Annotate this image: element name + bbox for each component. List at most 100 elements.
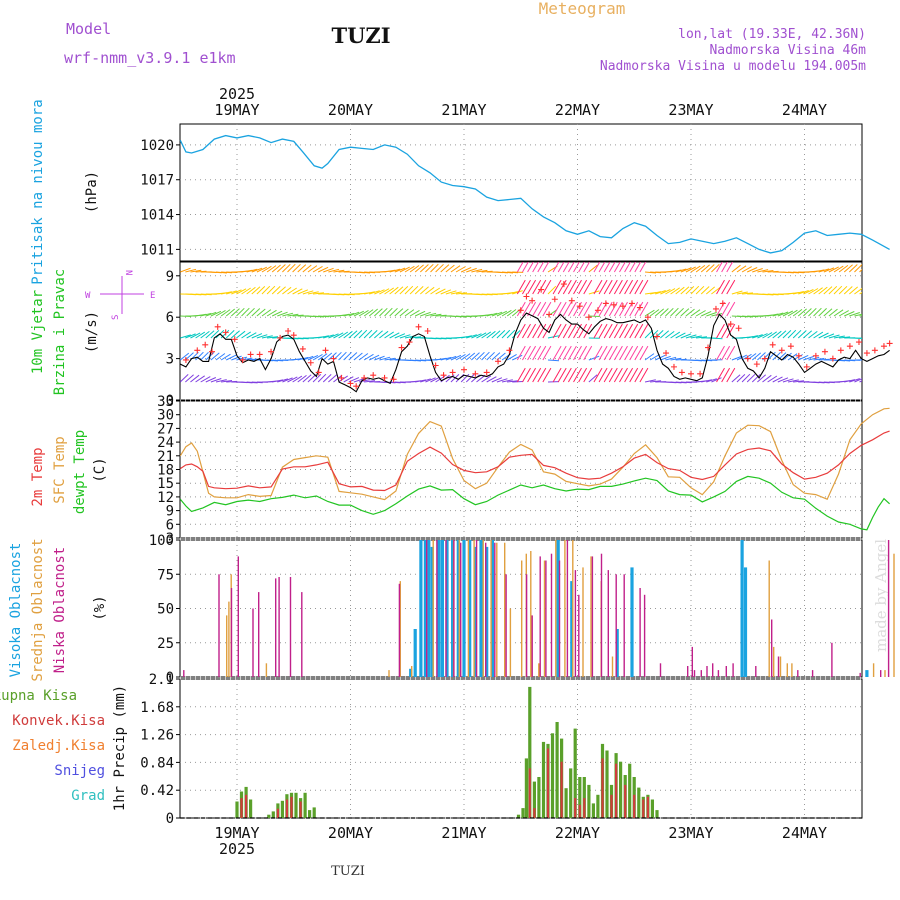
wind-barb [762,270,774,273]
wind-barb [578,279,588,295]
wind-gust-point [406,339,413,346]
wind-barb [818,286,828,295]
wind-barb [486,330,496,339]
precip-total-bar [550,733,555,818]
wind-barb [287,376,298,383]
wind-barb [266,285,276,295]
precip-conv-bar [615,763,618,818]
precip-conv-bar [642,799,645,818]
wind-barb [567,279,577,295]
wind-barb [562,323,572,339]
wind-barb [782,352,792,361]
wind-barb [287,263,296,273]
precip-total-bar [591,803,595,818]
wind-barb [828,334,840,339]
wind-gust-point [846,343,853,350]
wind-barb [271,264,281,273]
wind-barb [833,265,844,273]
wind-barb [317,266,329,273]
cloud-low-bar [475,540,478,677]
wind-compass: N W E S [85,270,155,320]
wind-barb [608,345,618,361]
cloud-low-bar [659,663,662,677]
cloud-high-bar [556,540,560,677]
cloud-low-bar [687,666,689,677]
wind-gust-point [424,328,431,334]
cloud-low-bar [525,574,528,678]
wind-barb [445,264,455,273]
wind-barb [231,289,242,295]
wind-barb [701,379,713,383]
ytick-label: 15 [157,476,174,492]
wind-barb [736,291,748,295]
wind-barb [741,266,752,273]
wind-barb [762,332,773,339]
cloud-low-bar [505,574,507,678]
wind-barb [808,288,819,295]
wind-barb [394,308,404,317]
wind-barb [711,263,720,273]
wind-barb [374,330,383,339]
wind-ylabel: 10m Vjetar [30,290,46,374]
precip-conv-bar [285,799,288,818]
wind-barb [338,331,349,339]
wind-barb [205,311,217,317]
wind-barb [271,310,283,317]
wind-barb [522,345,531,361]
wind-barb [593,345,603,361]
wind-barbs [180,262,896,384]
precip-total-bar [312,807,316,818]
wind-barb [650,291,662,295]
wind-barb [762,374,772,383]
cloud-low-bar [230,588,233,677]
wind-barb [782,330,792,339]
wind-barb [190,332,201,339]
wind-barb [716,345,725,361]
wind-barb [838,285,848,295]
wind-barb [552,345,562,361]
wind-barb [875,316,886,317]
cloud-mid-bar [779,656,782,677]
wind-barb [675,307,684,317]
wind-barb [537,367,547,383]
wind-barb [440,289,452,295]
wind-barb [312,353,323,361]
wind-barb [705,264,715,273]
wind-barb [731,355,743,361]
cloud-low-bar [623,574,625,678]
wind-gust-point [880,343,887,350]
wind-barb [885,337,896,339]
wind-barb [573,367,582,383]
cloud-low-bar [639,588,641,677]
wind-barb [624,262,631,273]
wind-barb [215,353,226,361]
wind-barb [567,301,577,317]
cloud-mid-bar [572,540,574,677]
top-day-label: 19MAY [214,101,259,119]
wind-barb [583,367,593,383]
wind-barb [353,330,363,339]
cloud-low-bar [460,542,462,677]
wind-barb [619,323,628,339]
cloud-low-bar [607,570,609,677]
compass-n: N [123,270,133,275]
wind-barb [573,262,580,273]
wind-barb [297,375,307,383]
wind-barb [777,352,787,361]
wind-barb [307,354,319,361]
wind-barb [394,286,404,295]
wind-barb [875,291,886,294]
wind-barb [373,308,383,317]
wind-barb [823,308,833,317]
wind-barb [721,262,728,273]
wind-barb [323,267,334,273]
ytick-label: 100 [149,533,174,549]
precip-total-bar [308,810,312,818]
wind-barb [256,334,268,339]
cloud-mid-bar [590,556,592,677]
wind-barb [870,375,879,382]
precip-total-bar [271,811,275,818]
wind-barb [317,353,328,361]
wind-barb [251,286,261,295]
wind-barb [751,374,761,383]
